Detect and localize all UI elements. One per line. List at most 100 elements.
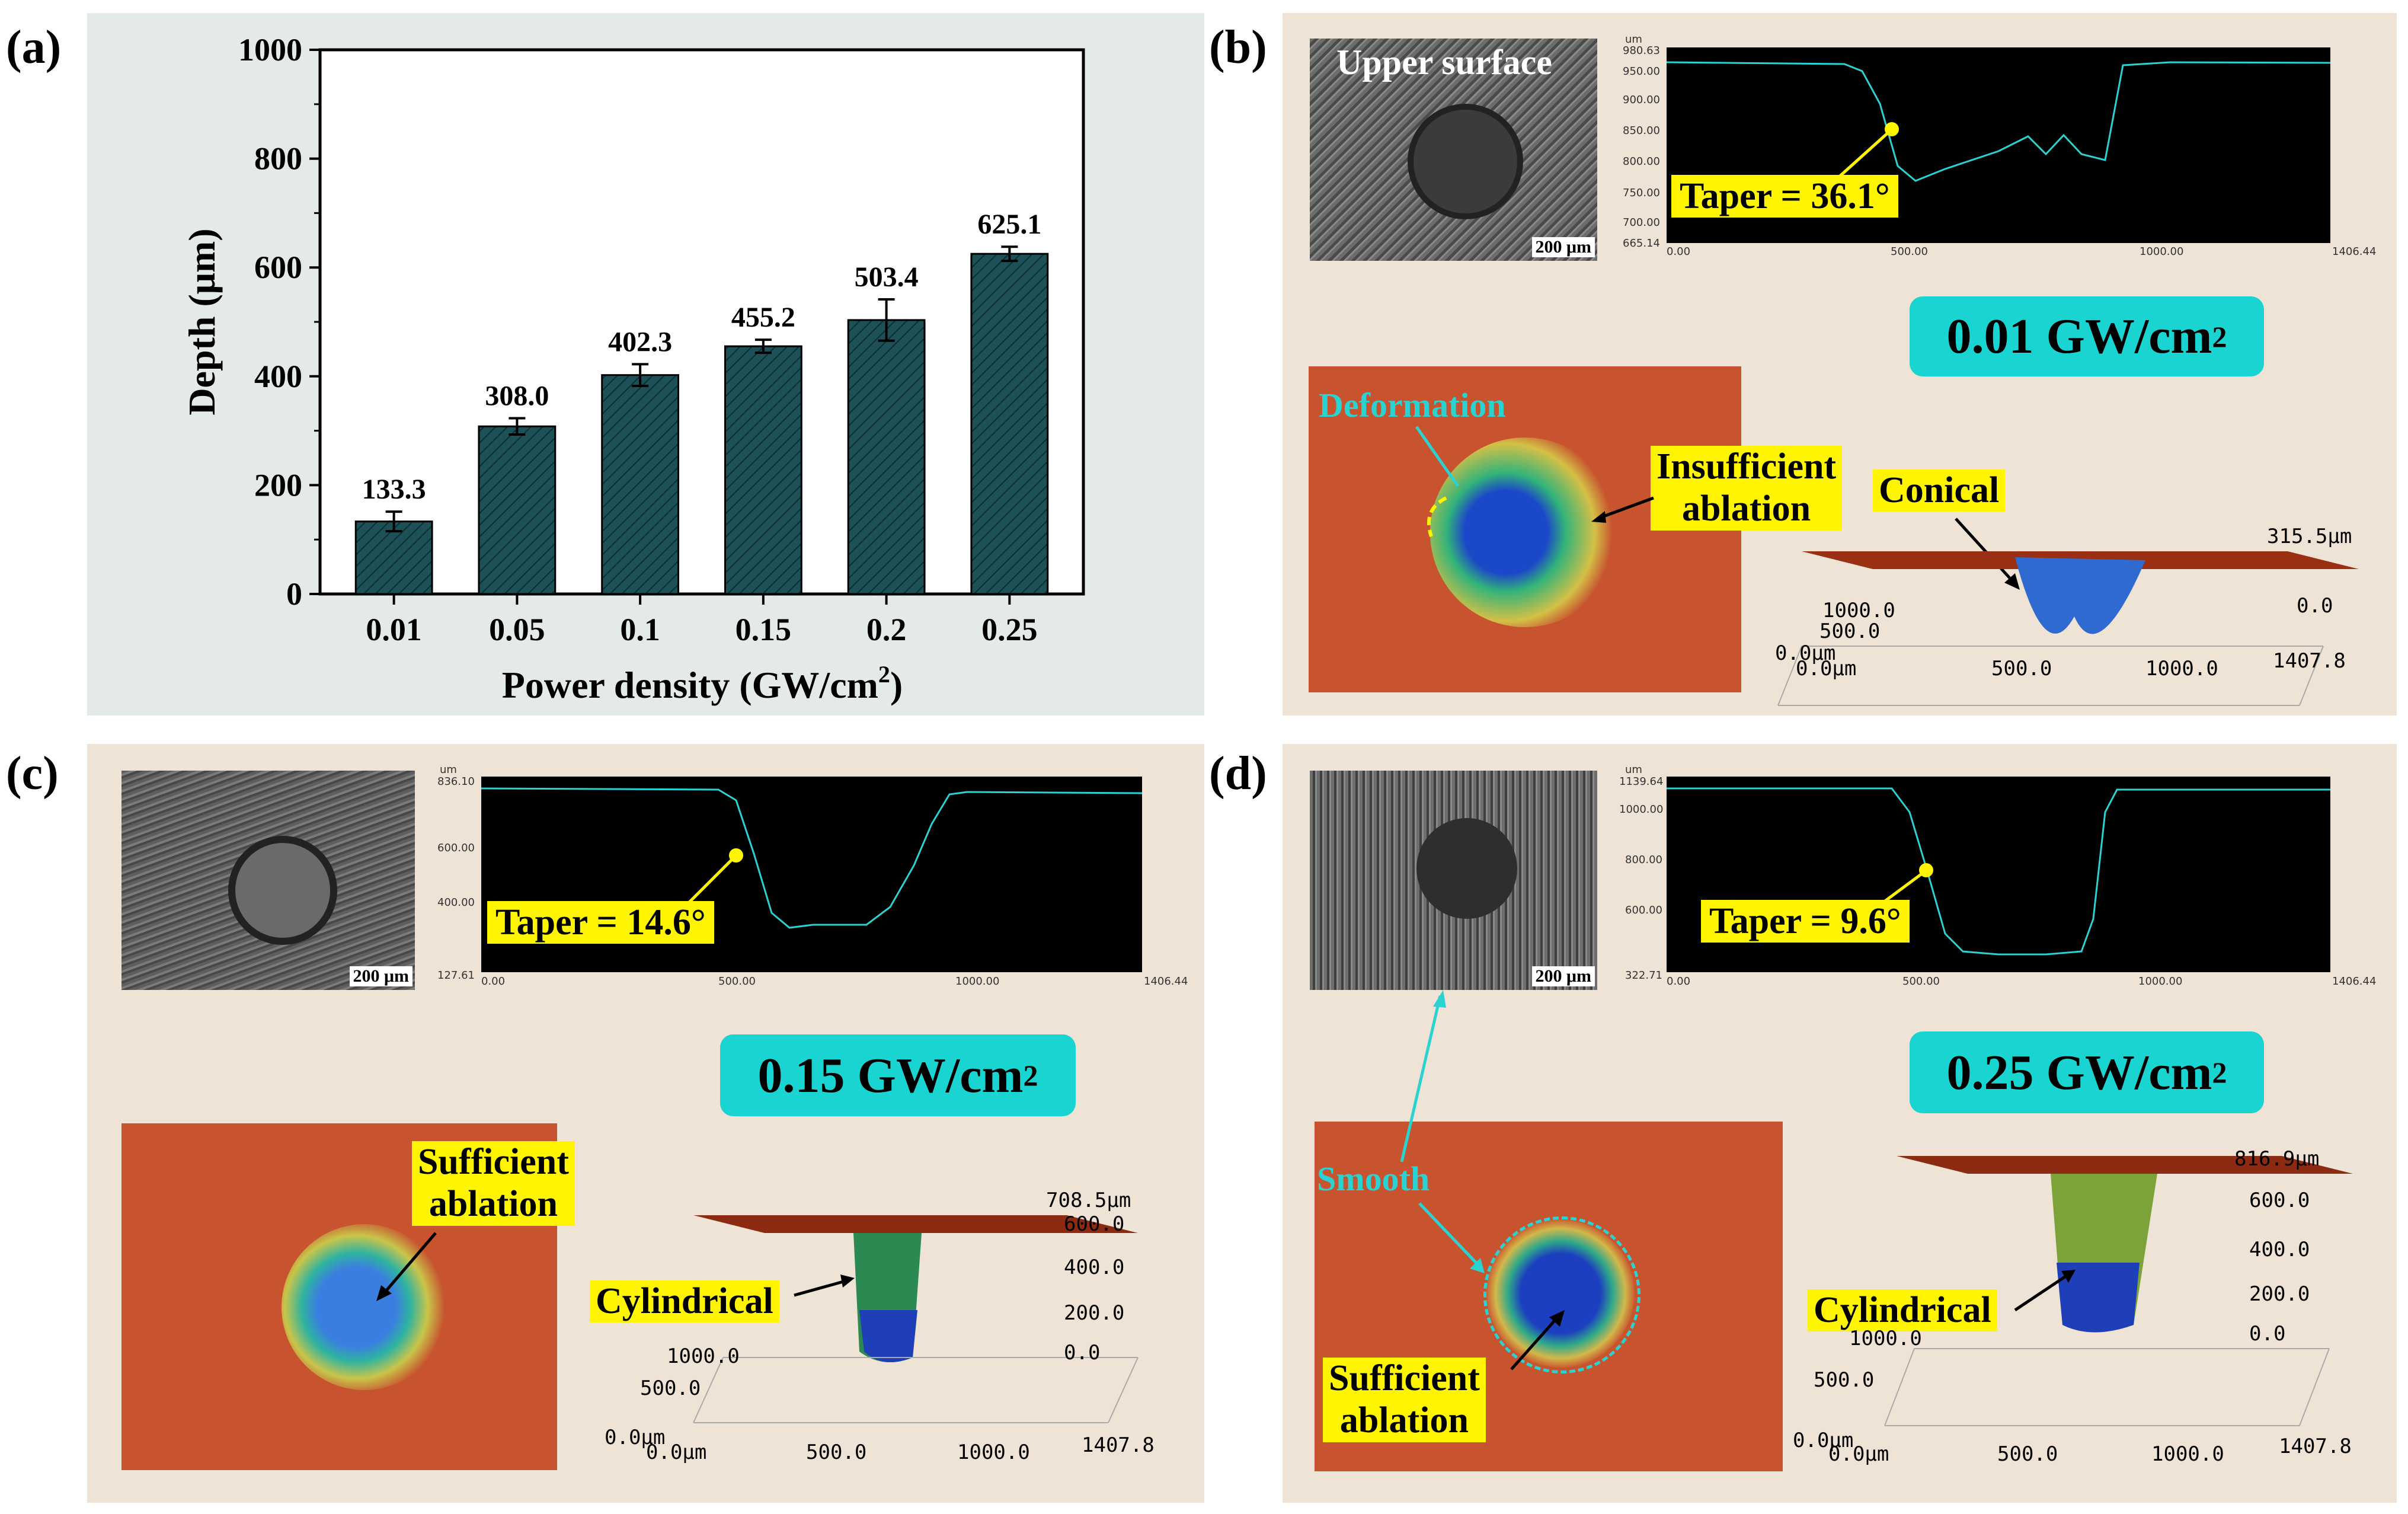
y-tick-label-400: 400 xyxy=(254,359,302,394)
error-bar-0.2 xyxy=(878,298,895,342)
profile-d-x3: 1406.44 xyxy=(2332,975,2377,988)
axis3d-d-ztop: 816.9μm xyxy=(2234,1147,2320,1171)
y-tick-label-0: 0 xyxy=(286,576,302,612)
profile-c-y2: 400.00 xyxy=(437,896,475,909)
profile-d-y4: 322.71 xyxy=(1625,969,1662,982)
sufficient-ablation-label-d: Sufficient ablation xyxy=(1323,1358,1486,1442)
axis3d-d-z600: 600.0 xyxy=(2249,1189,2310,1212)
sufficient-ablation-arrow-c xyxy=(376,1232,437,1301)
upper-surface-label: Upper surface xyxy=(1336,43,1552,82)
bar-0.05 xyxy=(478,425,557,595)
profile-b-y1: 950.00 xyxy=(1623,65,1660,78)
axis3d-b-xmid: 500.0 xyxy=(1991,657,2052,681)
value-label-0.15: 455.2 xyxy=(731,302,795,333)
y-tick-label-200: 200 xyxy=(254,467,302,503)
profile-b-unit: um xyxy=(1625,33,1642,46)
topography-d xyxy=(1315,1122,1783,1471)
scale-bar-d: 200 μm xyxy=(1531,966,1595,986)
profile-c-x0: 0.00 xyxy=(481,975,506,988)
axis3d-d-xend: 1407.8 xyxy=(2279,1435,2352,1458)
profile-d-x1: 500.00 xyxy=(1902,975,1940,988)
bar-0.1 xyxy=(601,374,680,595)
error-bar-0.15 xyxy=(754,338,772,354)
profile-d-y3: 600.00 xyxy=(1625,904,1662,916)
error-bar-0.25 xyxy=(1001,245,1018,263)
axis3d-d-ytop: 1000.0 xyxy=(1849,1327,1922,1350)
deformation-label: Deformation xyxy=(1319,386,1506,424)
taper-d: Taper = 9.6° xyxy=(1701,900,1910,943)
axis3d-d-z200: 200.0 xyxy=(2249,1282,2310,1306)
profile-b-x2: 1000.00 xyxy=(2140,245,2184,258)
hole-b xyxy=(1408,104,1523,219)
profile-c-y1: 600.00 xyxy=(437,842,475,854)
y-axis-label: Depth (μm) xyxy=(181,228,223,415)
profile-b-x3: 1406.44 xyxy=(2332,245,2377,258)
value-label-0.1: 402.3 xyxy=(608,326,672,357)
axis3d-b-xmid2: 1000.0 xyxy=(2145,657,2218,681)
profile-d-y2: 800.00 xyxy=(1625,854,1662,866)
axis3d-c-origin: 0.0μm xyxy=(605,1426,666,1449)
profile-b-y7: 665.14 xyxy=(1623,237,1660,250)
axis3d-b-ymid: 500.0 xyxy=(1819,619,1881,643)
error-bar-0.05 xyxy=(509,417,526,436)
error-bar-0.1 xyxy=(632,363,649,388)
value-label-0.05: 308.0 xyxy=(485,380,549,411)
profile-d xyxy=(1667,777,2330,972)
hole-d xyxy=(1416,818,1517,919)
profile-d-curve xyxy=(1667,787,2330,956)
error-bar-0.01 xyxy=(385,510,402,533)
value-label-0.2: 503.4 xyxy=(855,261,919,293)
profile-b-curve xyxy=(1666,61,2331,182)
deformation-arrow xyxy=(1415,426,1460,537)
shape-label-c: Cylindrical xyxy=(590,1280,779,1323)
axis3d-d-xmid2: 1000.0 xyxy=(2151,1442,2224,1466)
scale-bar-b: 200 μm xyxy=(1531,237,1595,257)
micrograph-d: 200 μm xyxy=(1310,771,1597,990)
axis3d-d-z400: 400.0 xyxy=(2249,1238,2310,1261)
bar-0.15 xyxy=(724,345,802,595)
power-density-d: 0.25 GW/cm 2 xyxy=(1910,1031,2264,1113)
x-tick-label-0.25: 0.25 xyxy=(981,612,1038,647)
smooth-arrow-up xyxy=(1400,990,1485,1273)
profile-b-y4: 800.00 xyxy=(1623,155,1660,168)
profile-c-x2: 1000.00 xyxy=(955,975,1000,988)
axis3d-c-z600: 600.0 xyxy=(1064,1212,1125,1236)
bar-0.01 xyxy=(354,520,433,595)
profile-b-y6: 700.00 xyxy=(1623,216,1660,229)
power-density-c: 0.15 GW/cm 2 xyxy=(720,1034,1076,1116)
taper-b: Taper = 36.1° xyxy=(1671,175,1898,218)
axis3d-c-origin2: 0.0μm xyxy=(646,1440,707,1464)
axis3d-c-xmid: 500.0 xyxy=(806,1440,867,1464)
y-tick-label-1000: 1000 xyxy=(238,32,302,68)
x-tick-label-0.2: 0.2 xyxy=(866,612,907,647)
axis3d-c-ytop: 1000.0 xyxy=(667,1344,740,1368)
value-label-0.25: 625.1 xyxy=(977,209,1041,240)
plot-area xyxy=(318,48,1085,596)
profile-c-y3: 127.61 xyxy=(437,969,475,982)
crater-outline-d xyxy=(1483,1216,1640,1374)
axis3d-b-origin2: 0.0μm xyxy=(1796,657,1857,681)
sufficient-ablation-label-c: Sufficient ablation xyxy=(412,1141,575,1226)
y-tick-label-800: 800 xyxy=(254,141,302,177)
profile-b-x1: 500.00 xyxy=(1891,245,1928,258)
axis3d-b-ztop: 315.5μm xyxy=(2267,525,2352,548)
profile-b-x0: 0.00 xyxy=(1667,245,1691,258)
axis3d-d-xmid: 500.0 xyxy=(1997,1442,2058,1466)
micrograph-c: 200 μm xyxy=(121,771,415,990)
x-tick-label-0.05: 0.05 xyxy=(489,612,545,647)
profile-d-x2: 1000.00 xyxy=(2138,975,2183,988)
profile-b-y0: 980.63 xyxy=(1623,44,1660,57)
shape-arrow-c xyxy=(794,1275,855,1297)
micrograph-b: Upper surface 200 μm xyxy=(1310,39,1597,261)
bar-chart: 133.3 308.0 402.3 455.2 503.4 625.1 0 200 400 60… xyxy=(181,32,1085,706)
shape-label-b: Conical xyxy=(1873,469,2006,512)
taper-c: Taper = 14.6° xyxy=(487,901,714,944)
profile-d-x0: 0.00 xyxy=(1667,975,1691,988)
axis3d-b-zzero: 0.0 xyxy=(2297,594,2333,618)
axis3d-b-ytop: 1000.0 xyxy=(1822,599,1895,622)
surface-3d-d xyxy=(1884,1156,2353,1426)
axis3d-c-xmid2: 1000.0 xyxy=(957,1440,1030,1464)
crater-b xyxy=(1430,437,1620,627)
axis3d-b-xend: 1407.8 xyxy=(2273,649,2346,673)
insufficient-ablation-label: Insufficient ablation xyxy=(1651,446,1843,531)
